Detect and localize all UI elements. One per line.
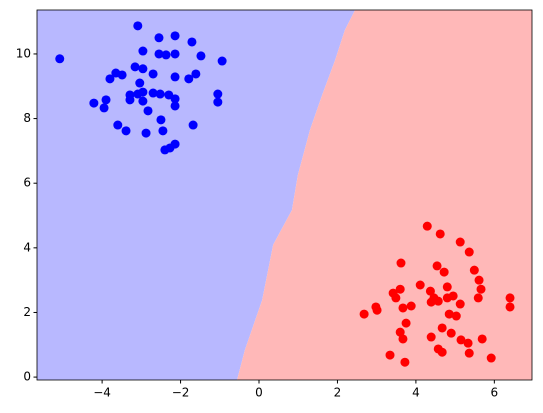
x-tick-label: −2	[172, 386, 190, 400]
point	[395, 284, 405, 294]
point	[170, 94, 180, 104]
point	[188, 120, 198, 130]
point	[406, 301, 416, 311]
x-tick-label: 6	[491, 386, 499, 400]
y-tick-label: 4	[23, 240, 31, 254]
point	[156, 115, 166, 125]
point	[89, 98, 99, 108]
point	[138, 64, 148, 74]
point	[213, 89, 223, 99]
point	[196, 51, 206, 61]
point	[486, 353, 496, 363]
point	[474, 275, 484, 285]
point	[141, 128, 151, 138]
point	[213, 97, 223, 107]
point	[477, 334, 487, 344]
point	[138, 96, 148, 106]
point	[191, 69, 201, 79]
point	[415, 280, 425, 290]
point	[170, 31, 180, 41]
point	[437, 323, 447, 333]
y-tick-label: 0	[23, 370, 31, 384]
point	[463, 338, 473, 348]
point	[422, 221, 432, 231]
point	[170, 101, 180, 111]
x-tick-label: −4	[93, 386, 111, 400]
point	[105, 74, 115, 84]
point	[101, 95, 111, 105]
point	[455, 237, 465, 247]
point	[435, 229, 445, 239]
plot-frame	[36, 9, 533, 381]
point	[442, 282, 452, 292]
point	[148, 88, 158, 98]
point	[372, 305, 382, 315]
point	[433, 296, 443, 306]
point	[158, 126, 168, 136]
y-tick-label: 6	[23, 176, 31, 190]
point	[473, 293, 483, 303]
point	[464, 247, 474, 257]
point	[55, 54, 65, 64]
x-tick-label: 2	[334, 386, 342, 400]
point	[426, 297, 436, 307]
point	[135, 78, 145, 88]
point	[99, 103, 109, 113]
point	[121, 126, 131, 136]
point	[469, 265, 479, 275]
point	[187, 37, 197, 47]
point	[154, 49, 164, 59]
point	[505, 293, 515, 303]
point	[143, 106, 153, 116]
point	[385, 350, 395, 360]
point	[401, 318, 411, 328]
point	[455, 299, 465, 309]
point	[464, 348, 474, 358]
point	[148, 69, 158, 79]
point	[444, 309, 454, 319]
point	[448, 291, 458, 301]
point	[437, 347, 447, 357]
point	[170, 49, 180, 59]
point	[170, 72, 180, 82]
x-tick-label: 4	[412, 386, 420, 400]
point	[439, 267, 449, 277]
point	[154, 33, 164, 43]
point	[359, 309, 369, 319]
point	[138, 46, 148, 56]
class-region	[37, 10, 356, 380]
point	[133, 21, 143, 31]
point	[395, 327, 405, 337]
point	[432, 261, 442, 271]
point	[398, 334, 408, 344]
class-region	[237, 10, 533, 380]
point	[396, 258, 406, 268]
point	[446, 328, 456, 338]
point	[160, 145, 170, 155]
x-tick-label: 0	[255, 386, 263, 400]
point	[456, 335, 466, 345]
point	[400, 357, 410, 367]
point	[398, 303, 408, 313]
point	[217, 56, 227, 66]
point	[138, 87, 148, 97]
point	[426, 332, 436, 342]
point	[505, 302, 515, 312]
y-tick-label: 8	[23, 111, 31, 125]
point	[425, 286, 435, 296]
point	[184, 74, 194, 84]
y-tick-label: 2	[23, 305, 31, 319]
point	[125, 95, 135, 105]
point	[155, 89, 165, 99]
point	[161, 50, 171, 60]
point	[130, 62, 140, 72]
point	[391, 293, 401, 303]
point	[113, 120, 123, 130]
point	[117, 70, 127, 80]
point	[451, 311, 461, 321]
y-tick-label: 10	[16, 46, 31, 60]
point	[476, 284, 486, 294]
